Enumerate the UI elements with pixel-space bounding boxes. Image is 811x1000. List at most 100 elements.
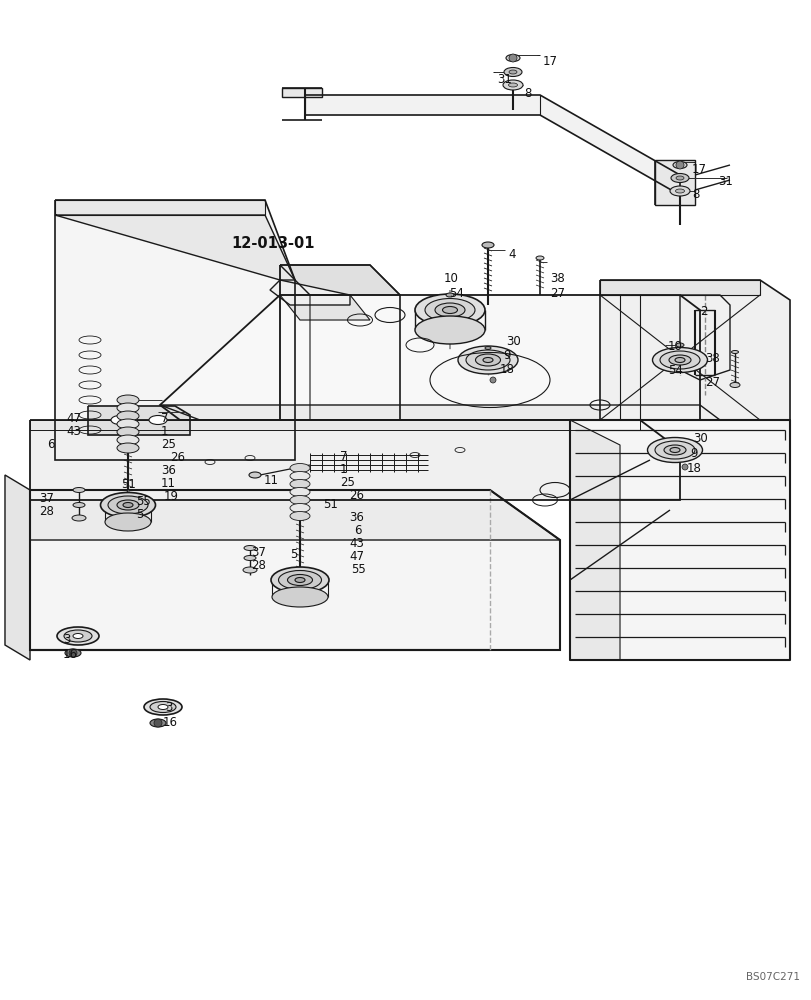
Text: 36: 36	[161, 464, 176, 477]
Ellipse shape	[484, 347, 491, 350]
Ellipse shape	[57, 627, 99, 645]
Ellipse shape	[676, 176, 683, 180]
Polygon shape	[281, 88, 322, 97]
Text: 16: 16	[63, 648, 78, 661]
Ellipse shape	[646, 438, 702, 462]
Ellipse shape	[466, 350, 509, 370]
Polygon shape	[55, 215, 294, 280]
Circle shape	[681, 464, 687, 470]
Text: 26: 26	[349, 489, 363, 502]
Text: 4: 4	[508, 248, 515, 261]
Ellipse shape	[278, 570, 321, 589]
Ellipse shape	[504, 68, 521, 77]
Ellipse shape	[65, 649, 81, 657]
Text: 17: 17	[543, 55, 557, 68]
Polygon shape	[88, 406, 190, 435]
Ellipse shape	[290, 488, 310, 496]
Ellipse shape	[117, 435, 139, 445]
Text: 27: 27	[549, 287, 564, 300]
Ellipse shape	[659, 351, 699, 369]
Text: 31: 31	[717, 175, 732, 188]
Text: BS07C271: BS07C271	[745, 972, 799, 982]
Ellipse shape	[508, 70, 517, 74]
Polygon shape	[654, 160, 694, 205]
Polygon shape	[569, 420, 620, 660]
Ellipse shape	[672, 161, 686, 168]
Text: 51: 51	[323, 498, 337, 511]
Polygon shape	[280, 265, 310, 420]
Ellipse shape	[290, 464, 310, 473]
Ellipse shape	[73, 488, 85, 492]
Ellipse shape	[243, 546, 255, 550]
Ellipse shape	[482, 242, 493, 248]
Ellipse shape	[272, 587, 328, 607]
Ellipse shape	[158, 704, 168, 710]
Ellipse shape	[290, 472, 310, 481]
Ellipse shape	[249, 472, 260, 478]
Ellipse shape	[111, 416, 129, 424]
Text: 27: 27	[704, 376, 719, 389]
Ellipse shape	[242, 567, 257, 573]
Text: 1: 1	[161, 425, 169, 438]
Text: 1: 1	[340, 463, 347, 476]
Text: 36: 36	[349, 511, 363, 524]
Polygon shape	[599, 280, 759, 295]
Ellipse shape	[505, 54, 519, 62]
Ellipse shape	[73, 634, 83, 639]
Text: 8: 8	[691, 188, 698, 201]
Text: 9: 9	[502, 349, 510, 362]
Ellipse shape	[73, 502, 85, 508]
Text: 3: 3	[165, 701, 172, 714]
Ellipse shape	[668, 355, 690, 365]
Ellipse shape	[654, 441, 694, 459]
Text: 8: 8	[523, 87, 530, 100]
Text: 18: 18	[686, 462, 701, 475]
Text: 37: 37	[39, 492, 54, 505]
Text: 55: 55	[135, 495, 151, 508]
Ellipse shape	[669, 186, 689, 196]
Text: 11: 11	[161, 477, 176, 490]
Text: 51: 51	[121, 478, 135, 491]
Ellipse shape	[445, 293, 453, 297]
Ellipse shape	[108, 496, 148, 514]
Polygon shape	[55, 200, 294, 460]
Text: 37: 37	[251, 546, 265, 559]
Circle shape	[154, 719, 162, 727]
Ellipse shape	[105, 513, 151, 531]
Polygon shape	[280, 265, 400, 295]
Ellipse shape	[117, 427, 139, 437]
Polygon shape	[30, 420, 679, 500]
Text: 38: 38	[704, 352, 719, 365]
Polygon shape	[160, 405, 719, 420]
Text: 54: 54	[448, 287, 463, 300]
Ellipse shape	[670, 174, 689, 182]
Text: 25: 25	[161, 438, 176, 451]
Polygon shape	[280, 295, 370, 320]
Ellipse shape	[675, 189, 684, 193]
Text: 26: 26	[169, 451, 185, 464]
Polygon shape	[599, 280, 789, 420]
Text: 30: 30	[692, 432, 707, 445]
Polygon shape	[305, 95, 679, 195]
Polygon shape	[5, 475, 30, 660]
Ellipse shape	[150, 719, 165, 727]
Ellipse shape	[117, 411, 139, 421]
Ellipse shape	[663, 445, 685, 455]
Ellipse shape	[122, 502, 133, 508]
Text: 38: 38	[549, 272, 564, 285]
Ellipse shape	[676, 343, 683, 347]
Ellipse shape	[290, 495, 310, 504]
Polygon shape	[30, 490, 560, 540]
Ellipse shape	[508, 83, 517, 87]
Text: 9: 9	[689, 447, 697, 460]
Circle shape	[489, 377, 496, 383]
Ellipse shape	[731, 351, 737, 354]
Ellipse shape	[144, 699, 182, 715]
Text: 43: 43	[349, 537, 363, 550]
Ellipse shape	[271, 567, 328, 593]
Text: 55: 55	[350, 563, 365, 576]
Circle shape	[676, 161, 683, 169]
Circle shape	[508, 54, 517, 62]
Ellipse shape	[290, 512, 310, 520]
Ellipse shape	[287, 574, 312, 585]
